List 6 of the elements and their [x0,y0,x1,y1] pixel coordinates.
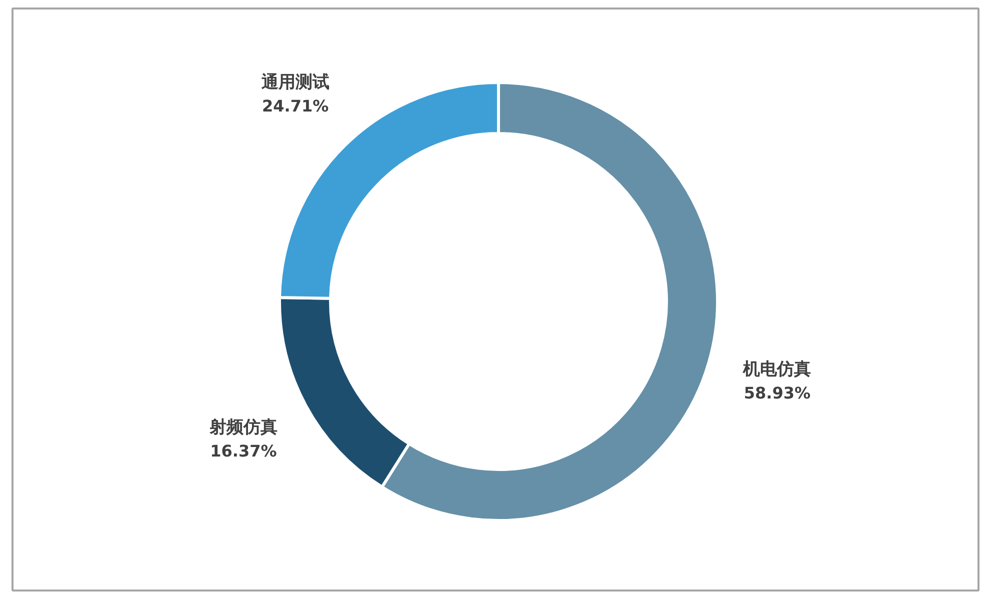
data-label: 16.37% [210,441,277,460]
slice-label: 通用测试 [260,72,330,93]
slice-label: 射频仿真 [208,417,278,438]
data-label: 58.93% [744,384,810,403]
slice-label: 机电仿真 [742,360,812,380]
data-label: 24.71% [262,96,329,116]
